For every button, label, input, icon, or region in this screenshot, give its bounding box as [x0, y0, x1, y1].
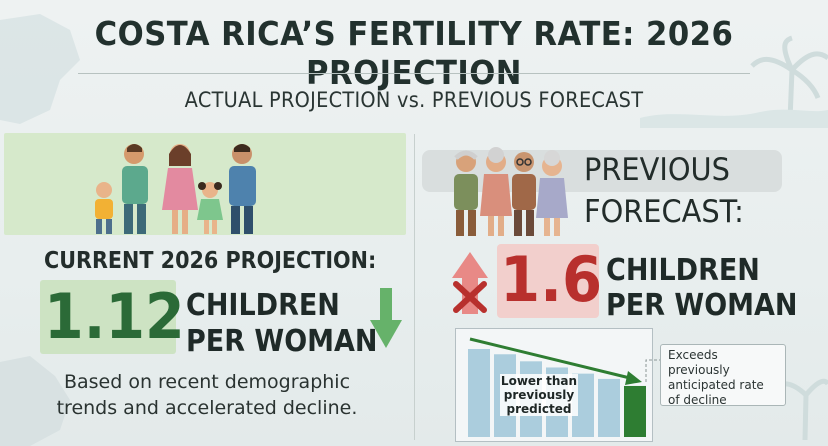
current-value-highlight — [40, 280, 176, 354]
title-rule — [78, 73, 750, 74]
page-title: COSTA RICA’S FERTILITY RATE: 2026 PROJEC… — [94, 14, 734, 92]
elderly-man-figure — [454, 150, 478, 236]
palm-tree-silhouette — [750, 35, 828, 121]
current-unit-line1: CHILDREN — [186, 288, 340, 323]
previous-unit-line1: CHILDREN — [606, 253, 760, 288]
elderly-banner — [422, 150, 782, 192]
chart-bar — [468, 349, 490, 437]
map-silhouette-bottom — [0, 356, 70, 446]
exceeds-line3: of decline — [668, 393, 727, 407]
daughter-figure — [197, 182, 223, 234]
panel-divider — [414, 134, 415, 440]
page-subtitle: ACTUAL PROJECTION vs. PREVIOUS FORECAST — [184, 88, 644, 112]
current-note-line1: Based on recent demographic — [63, 371, 351, 393]
previous-value: 1.6 — [500, 243, 603, 316]
chart-bar — [598, 378, 620, 437]
elderly-illustration — [454, 147, 568, 236]
child-figure — [95, 182, 113, 234]
previous-forecast-label-line1: PREVIOUS — [584, 152, 730, 188]
mother-figure — [162, 144, 198, 234]
wave-decoration — [640, 109, 828, 128]
down-arrow-icon — [370, 288, 402, 348]
exceeds-line1: Exceeds previously — [668, 348, 730, 377]
current-value: 1.12 — [44, 280, 185, 353]
lower-than-predicted-label: Lower than previously predicted — [500, 374, 578, 416]
exceeds-callout-text: Exceeds previously anticipated rate of d… — [668, 348, 782, 408]
current-unit-line2: PER WOMAN — [186, 324, 378, 359]
elderly-woman-figure — [480, 147, 512, 236]
father-figure — [122, 144, 148, 234]
trend-line — [469, 337, 635, 381]
elderly-woman-2-figure — [536, 150, 568, 236]
lower-line3: predicted — [506, 402, 572, 416]
chart-bar-current — [624, 385, 646, 437]
current-projection-label: CURRENT 2026 PROJECTION: — [44, 248, 377, 274]
elderly-man-2-figure — [512, 152, 536, 236]
current-note-line2: trends and accelerated decline. — [56, 397, 358, 419]
exceeds-callout — [660, 344, 786, 406]
trend-arrowhead — [625, 371, 642, 385]
crossed-up-arrow-icon — [452, 252, 488, 314]
lower-line1: Lower than — [500, 374, 578, 388]
exceeds-line2: anticipated rate — [668, 378, 764, 392]
lower-line2: previously — [503, 388, 575, 402]
family-illustration — [95, 144, 256, 234]
man-figure — [229, 144, 256, 234]
previous-unit-line2: PER WOMAN — [606, 288, 798, 323]
callout-connector — [645, 359, 662, 382]
costa-rica-map-silhouette — [0, 14, 80, 124]
previous-forecast-label-line2: FORECAST: — [584, 194, 744, 230]
previous-value-highlight — [497, 244, 599, 318]
